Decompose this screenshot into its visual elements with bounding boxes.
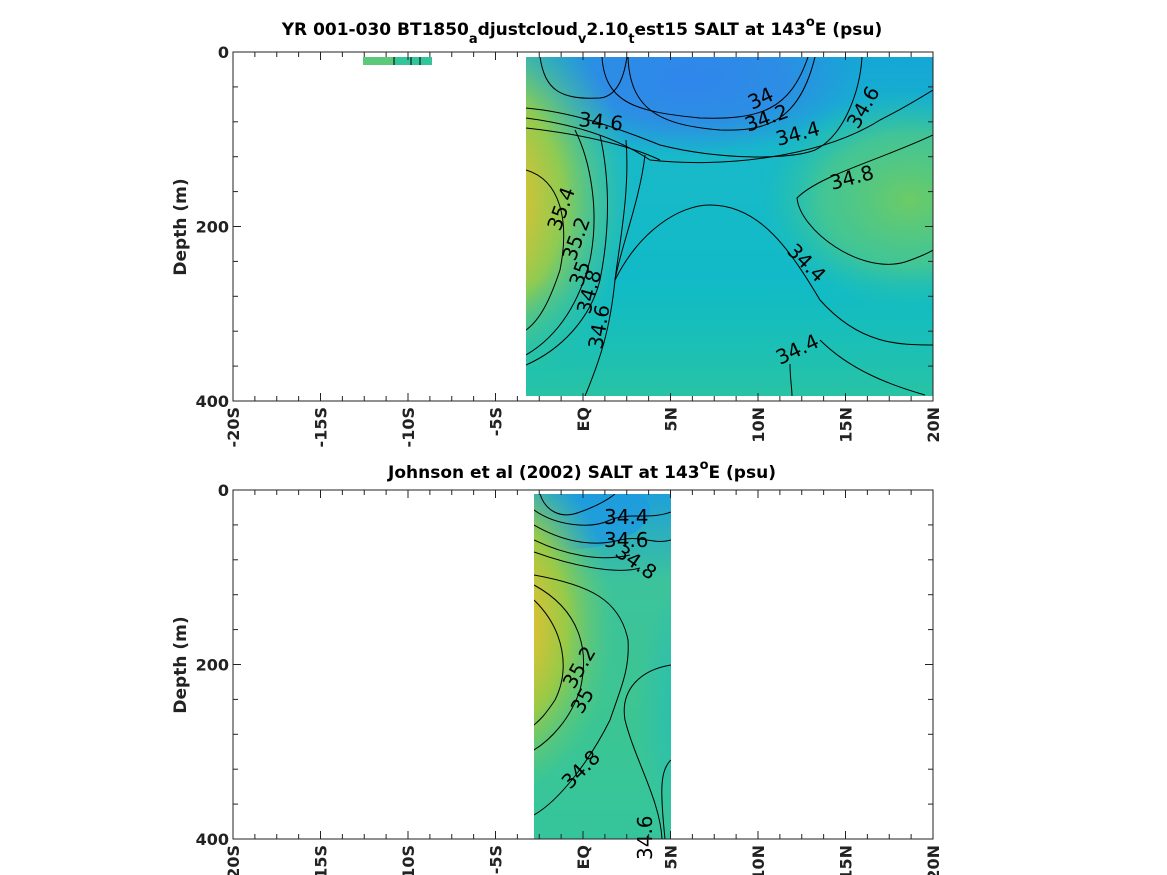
x-tick-label: 15N <box>837 845 856 875</box>
bottom-title: Johnson et al (2002) SALT at 143oE (psu) <box>387 458 776 483</box>
top-title: YR 001-030 BT1850adjustcloudv2.10test15 … <box>281 15 882 47</box>
x-tick-label: 20N <box>924 407 943 443</box>
y-tick-label: 400 <box>196 830 229 849</box>
bottom-contours <box>534 494 671 839</box>
top-axes: -20S -15S -10S -5S EQ 5N 10N 15N 20N 0 200 400 <box>196 43 943 447</box>
y-tick-label: 0 <box>218 481 229 500</box>
contour-label: 34.4 <box>604 505 649 529</box>
bottom-ylabel: Depth (m) <box>171 616 191 713</box>
x-tick-label: -15S <box>312 845 331 875</box>
x-tick-label: 15N <box>837 407 856 443</box>
y-tick-label: 200 <box>196 656 229 675</box>
x-tick-label: -20S <box>224 407 243 447</box>
top-contours <box>526 57 933 396</box>
top-surface-patch <box>363 57 432 65</box>
y-tick-label: 0 <box>218 43 229 62</box>
x-tick-label: 10N <box>749 845 768 875</box>
x-tick-label: -15S <box>312 407 331 447</box>
contour-label: 34.6 <box>633 815 657 860</box>
x-tick-label: 20N <box>924 845 943 875</box>
contour-label: 34.6 <box>604 528 649 552</box>
bottom-axes: -20S -15S -10S -5S EQ 5N 10N 15N 20N 0 200 400 <box>196 481 943 875</box>
x-tick-label: EQ <box>574 407 593 432</box>
x-tick-label: -20S <box>224 845 243 875</box>
x-tick-label: EQ <box>574 845 593 870</box>
bottom-panel: Johnson et al (2002) SALT at 143oE (psu)… <box>171 458 943 875</box>
x-tick-label: -10S <box>399 845 418 875</box>
y-tick-label: 200 <box>196 218 229 237</box>
bottom-heatmap <box>534 494 671 839</box>
x-tick-label: 5N <box>662 407 681 432</box>
x-tick-label: 10N <box>749 407 768 443</box>
top-heatmap <box>526 57 933 396</box>
y-tick-label: 400 <box>196 392 229 411</box>
contour-label: 34.6 <box>577 107 624 136</box>
x-tick-label: 5N <box>662 845 681 870</box>
x-tick-label: -5S <box>487 845 506 874</box>
x-tick-label: -5S <box>487 407 506 436</box>
top-ylabel: Depth (m) <box>171 178 191 275</box>
x-tick-label: -10S <box>399 407 418 447</box>
top-panel: YR 001-030 BT1850adjustcloudv2.10test15 … <box>171 15 943 447</box>
